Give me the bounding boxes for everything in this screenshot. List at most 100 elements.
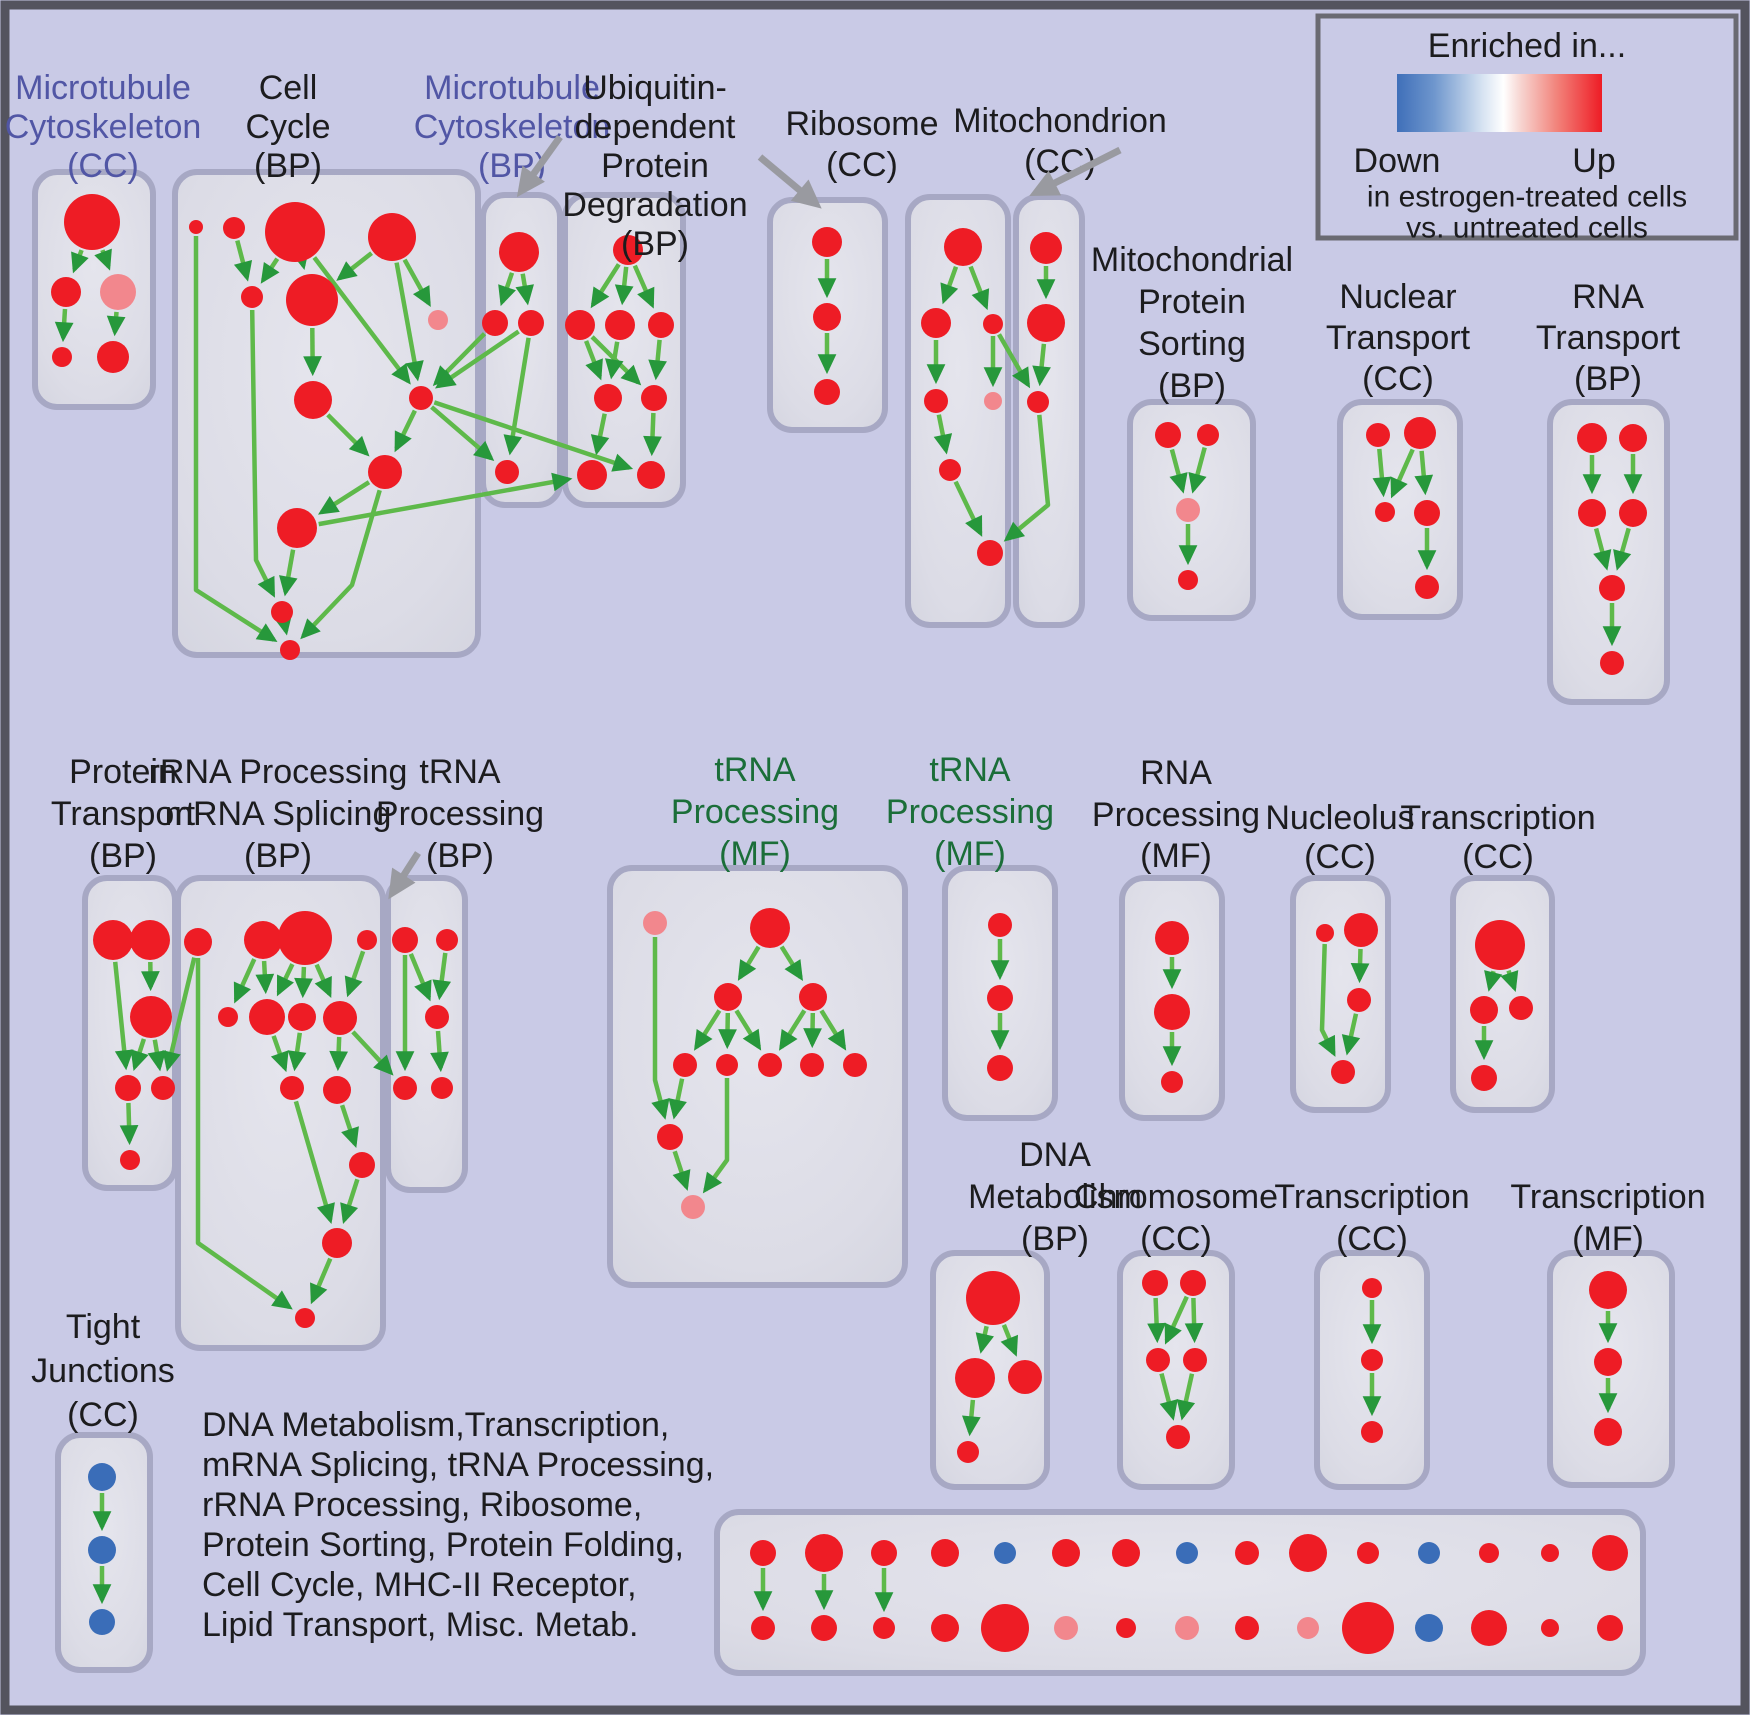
cluster-label-rna-transport: Transport: [1536, 319, 1681, 357]
legend-gradient-bar: [1397, 74, 1602, 132]
relation-arrow: [672, 1150, 691, 1191]
relation-arrow: [300, 489, 382, 640]
annotation-text-line: Lipid Transport, Misc. Metab.: [202, 1606, 639, 1644]
go-term-node: [944, 228, 982, 266]
relation-arrow: [336, 251, 373, 281]
relation-arrow: [193, 236, 278, 643]
go-term-node: [577, 460, 607, 490]
go-term-node: [223, 217, 245, 239]
label-callout-arrow: [388, 851, 421, 900]
relation-arrow: [276, 963, 295, 997]
go-term-node: [1362, 1278, 1382, 1298]
go-term-node: [482, 310, 508, 336]
cluster-box-chromosome-cc: [1117, 1250, 1235, 1490]
cluster-label-trna-mf-small: Processing: [886, 793, 1054, 831]
relation-arrow-cross: [434, 329, 520, 389]
relation-arrow: [339, 1104, 359, 1149]
label-callout-arrow: [1029, 146, 1122, 196]
relation-arrow: [584, 340, 603, 381]
go-term-node: [151, 1076, 175, 1100]
go-term-node: [241, 286, 263, 308]
relation-arrow: [614, 266, 634, 306]
label-callout-arrow: [516, 134, 563, 198]
go-term-node: [1479, 1543, 1499, 1563]
cluster-label-rna-transport: RNA: [1572, 278, 1644, 316]
go-term-node: [1008, 1360, 1042, 1394]
go-term-node: [1176, 498, 1200, 522]
cluster-label-protein-transport: Protein: [69, 753, 177, 791]
go-term-node: [657, 1124, 683, 1150]
go-term-node: [641, 385, 667, 411]
go-term-node: [1414, 500, 1440, 526]
go-term-node: [843, 1053, 867, 1077]
cluster-label-ubiquitin-deg: Ubiquitin-: [583, 69, 727, 107]
cluster-label-rna-transport: (BP): [1574, 360, 1642, 398]
relation-arrow-cross: [351, 1030, 394, 1076]
go-term-node: [1180, 1270, 1206, 1296]
go-term-node: [88, 1463, 116, 1491]
relation-arrow: [1188, 447, 1207, 494]
relation-arrow-cross: [318, 472, 573, 527]
go-term-node: [323, 1076, 351, 1104]
relation-arrow: [962, 1399, 981, 1437]
annotation-text-line: Cell Cycle, MHC-II Receptor,: [202, 1566, 637, 1604]
relation-arrow: [1350, 948, 1370, 984]
relation-arrow: [233, 958, 257, 1004]
go-term-node: [594, 384, 622, 412]
go-term-node: [1142, 1270, 1168, 1296]
relation-arrow: [430, 1030, 449, 1073]
relation-arrow: [694, 1009, 722, 1051]
go-term-node: [278, 911, 332, 965]
go-term-node: [987, 985, 1013, 1011]
go-term-node: [249, 999, 285, 1035]
relation-arrow: [130, 1038, 149, 1072]
cluster-label-ubiquitin-deg: Protein: [601, 147, 709, 185]
relation-arrow: [54, 308, 74, 343]
go-term-node: [812, 227, 842, 257]
relation-arrow: [1184, 1297, 1204, 1344]
relation-arrow: [779, 945, 803, 982]
cluster-label-microtubule-bp: Cytoskeleton: [414, 108, 611, 146]
cluster-label-chromosome-cc: (CC): [1140, 1220, 1212, 1258]
go-term-node: [1415, 1614, 1443, 1642]
relation-arrow: [249, 309, 276, 598]
go-term-node: [814, 379, 840, 405]
cluster-box-misc-terms: [714, 1509, 1646, 1676]
go-term-node: [1112, 1539, 1140, 1567]
relation-arrow: [515, 273, 534, 306]
go-term-node: [357, 930, 377, 950]
relation-arrow: [605, 341, 624, 380]
relation-arrow: [273, 614, 293, 636]
go-term-node: [1619, 499, 1647, 527]
go-term-node: [977, 540, 1003, 566]
go-term-node: [648, 312, 674, 338]
go-term-node: [1577, 423, 1607, 453]
relation-arrow: [287, 1032, 307, 1072]
go-term-node: [1116, 1618, 1136, 1638]
go-term-node: [957, 1441, 979, 1463]
go-term-node: [1054, 1616, 1078, 1640]
relation-arrow: [953, 480, 983, 537]
relation-arrow: [1000, 1324, 1018, 1357]
go-term-node: [115, 1075, 141, 1101]
relation-arrow: [1147, 1297, 1166, 1344]
go-term-node: [1183, 1348, 1207, 1372]
cluster-label-trna-mf-big: (MF): [719, 835, 791, 873]
go-term-node: [120, 1150, 140, 1170]
go-term-node: [1155, 422, 1181, 448]
cluster-label-trna-mf-big: Processing: [671, 793, 839, 831]
go-term-node: [613, 235, 643, 265]
cluster-label-microtubule-cc: (CC): [67, 147, 139, 185]
relation-arrow: [734, 1009, 762, 1051]
go-term-node: [1235, 1616, 1259, 1640]
relation-arrow: [255, 960, 275, 995]
cluster-label-tight-junctions: (CC): [67, 1396, 139, 1434]
relation-arrow: [632, 264, 655, 309]
legend-subtitle-2: vs. untreated cells: [1406, 212, 1648, 245]
cluster-label-mito-protein-sorting: Protein: [1138, 283, 1246, 321]
cluster-label-microtubule-bp: Microtubule: [424, 69, 600, 107]
go-term-node: [1578, 499, 1606, 527]
relation-arrow: [195, 958, 293, 1310]
